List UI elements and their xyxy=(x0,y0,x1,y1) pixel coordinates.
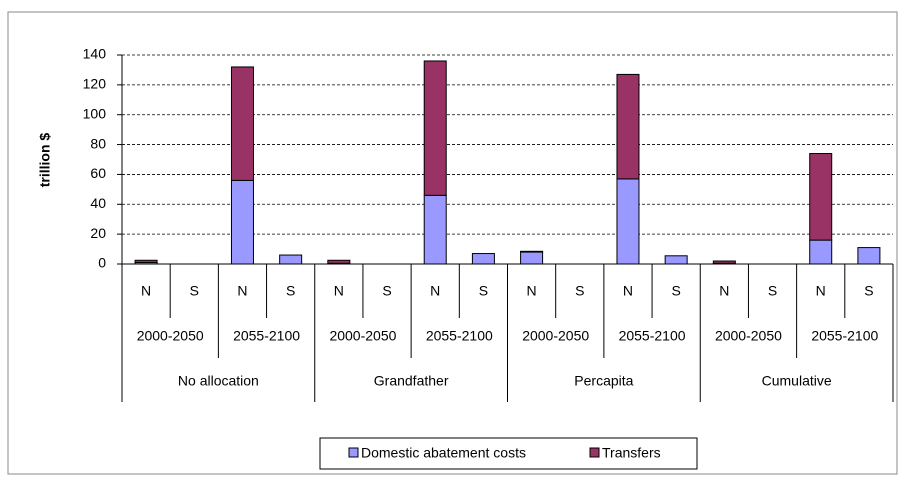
x-tick-label: N xyxy=(527,283,537,299)
x-tick-label: N xyxy=(237,283,247,299)
legend-label: Domestic abatement costs xyxy=(361,445,526,461)
bar-segment xyxy=(471,253,495,265)
group-label: No allocation xyxy=(178,373,259,389)
x-tick-label: S xyxy=(286,283,295,299)
bar-segment xyxy=(520,250,544,253)
legend-box xyxy=(319,437,698,470)
bar-segment xyxy=(809,239,833,265)
bar-segment xyxy=(664,255,688,265)
x-tick-label: S xyxy=(671,283,680,299)
bar-segment xyxy=(616,178,640,265)
y-tick-label: 100 xyxy=(83,105,107,121)
y-axis-label: trillion $ xyxy=(37,133,53,188)
period-label: 2055-2100 xyxy=(426,328,493,344)
period-label: 2000-2050 xyxy=(522,328,589,344)
x-tick-label: S xyxy=(864,283,873,299)
bar-segment xyxy=(134,259,158,264)
period-label: 2055-2100 xyxy=(619,328,686,344)
period-label: 2055-2100 xyxy=(811,328,878,344)
y-tick-label: 120 xyxy=(83,76,107,92)
period-label: 2000-2050 xyxy=(137,328,204,344)
bar-segment xyxy=(230,66,254,181)
x-tick-label: N xyxy=(719,283,729,299)
legend-swatch xyxy=(589,447,600,458)
x-tick-label: S xyxy=(479,283,488,299)
x-tick-label: N xyxy=(430,283,440,299)
y-tick-label: 40 xyxy=(90,195,106,211)
period-label: 2000-2050 xyxy=(715,328,782,344)
legend-swatch xyxy=(348,447,359,458)
bar-segment xyxy=(230,179,254,265)
bar-segment xyxy=(423,194,447,265)
bar-segment xyxy=(423,60,447,196)
x-tick-label: N xyxy=(623,283,633,299)
y-tick-label: 60 xyxy=(90,165,106,181)
y-tick-label: 0 xyxy=(98,255,106,271)
bar-segment xyxy=(809,153,833,241)
y-tick-label: 20 xyxy=(90,225,106,241)
y-tick-label: 80 xyxy=(90,135,106,151)
period-label: 2000-2050 xyxy=(329,328,396,344)
bar-segment xyxy=(712,260,736,264)
x-tick-label: S xyxy=(190,283,199,299)
chart-frame xyxy=(7,11,898,475)
y-tick-label: 140 xyxy=(83,46,107,62)
bar-segment xyxy=(857,247,881,265)
group-label: Percapita xyxy=(574,373,633,389)
bar-segment xyxy=(327,259,351,264)
x-tick-label: S xyxy=(575,283,584,299)
period-label: 2055-2100 xyxy=(233,328,300,344)
x-tick-label: N xyxy=(334,283,344,299)
bar-segment xyxy=(279,254,303,265)
x-tick-label: S xyxy=(768,283,777,299)
x-tick-label: S xyxy=(382,283,391,299)
legend-label: Transfers xyxy=(602,445,661,461)
x-tick-label: N xyxy=(141,283,151,299)
group-label: Cumulative xyxy=(762,373,832,389)
x-tick-label: N xyxy=(816,283,826,299)
bar-segment xyxy=(616,73,640,180)
bar-segment xyxy=(520,251,544,265)
group-label: Grandfather xyxy=(374,373,449,389)
